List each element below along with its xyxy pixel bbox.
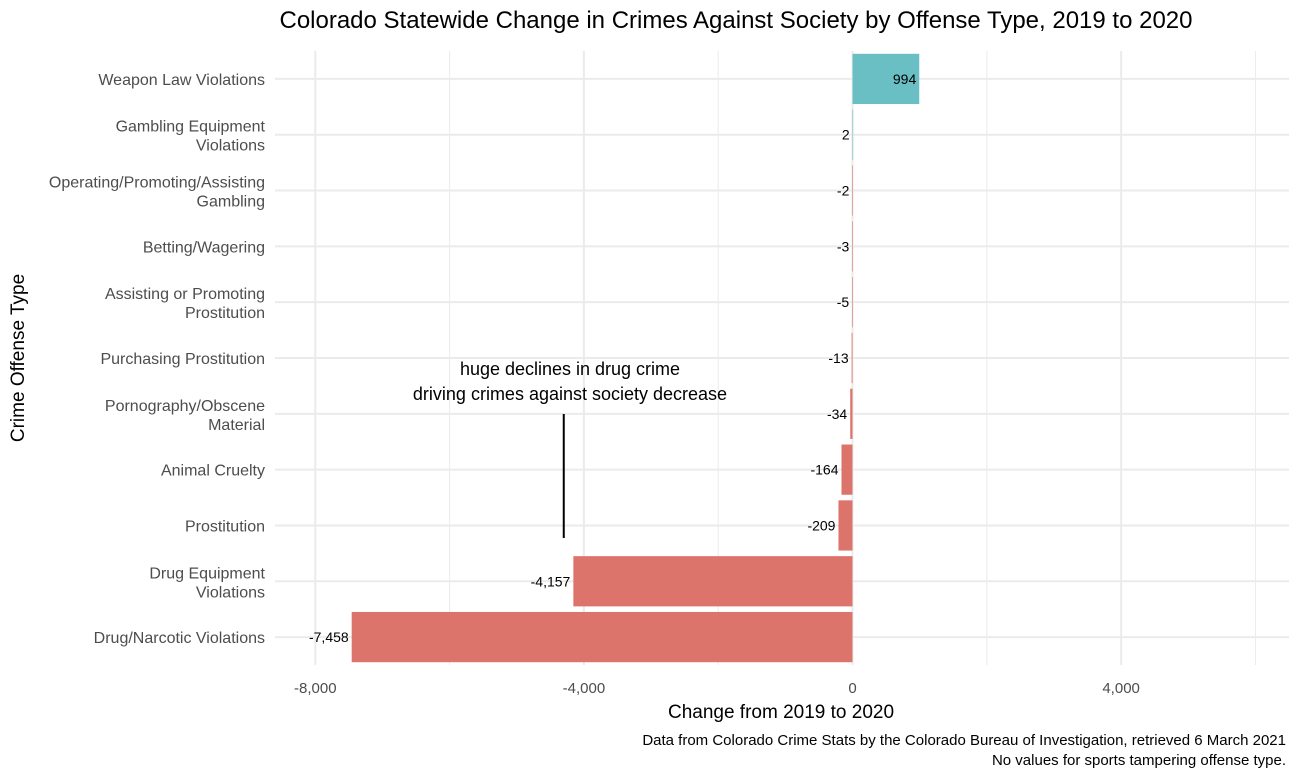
axis-layer: Weapon Law Violations Gambling Equipment V… [49, 72, 1140, 697]
bar [852, 53, 920, 105]
bar [838, 500, 853, 551]
y-tick-label: Operating/Promoting/Assisting Gambling [49, 175, 265, 211]
y-tick-label: Drug/Narcotic Violations [94, 630, 265, 647]
bar [852, 221, 853, 272]
bar [351, 611, 853, 663]
y-tick-label: Weapon Law Violations [98, 72, 265, 89]
bar-value-label: 2 [842, 127, 850, 143]
bar-value-label: -209 [807, 517, 835, 533]
bar [852, 109, 854, 160]
annotation-text: huge declines in drug crime driving crime… [413, 359, 727, 404]
bar-value-label: -4,157 [531, 573, 571, 589]
x-tick-label: 4,000 [1102, 680, 1140, 697]
bar-value-label: -5 [837, 294, 850, 310]
bar-value-label: -34 [827, 406, 847, 422]
chart-title: Colorado Statewide Change in Crimes Agai… [279, 7, 1192, 34]
bar-value-label: 994 [893, 71, 917, 87]
label-layer: 994 2 -2 -3 -5 -13 -34 -164 -209 -4,157 -7,458 huge… [309, 71, 916, 645]
bar-value-label: -13 [828, 350, 848, 366]
caption-line-2: No values for sports tampering offense t… [992, 752, 1286, 769]
caption-line-1: Data from Colorado Crime Stats by the Co… [642, 732, 1286, 749]
bar-value-label: -3 [837, 238, 850, 254]
bar [573, 556, 853, 607]
bar-value-label: -164 [810, 462, 838, 478]
y-tick-label: Prostitution [185, 518, 265, 535]
y-axis-title: Crime Offense Type [8, 274, 29, 442]
bar [850, 388, 853, 439]
y-tick-label: Gambling Equipment Violations [116, 119, 266, 155]
y-tick-label: Assisting or Promoting Prostitution [105, 286, 265, 322]
x-tick-label: 0 [848, 680, 856, 697]
bar [852, 165, 853, 216]
y-tick-label: Pornography/Obscene Material [105, 398, 265, 434]
y-tick-label: Drug Equipment Violations [149, 565, 265, 601]
bar-value-label: -7,458 [309, 629, 349, 645]
x-tick-label: -4,000 [563, 680, 606, 697]
y-tick-label: Purchasing Prostitution [100, 351, 265, 368]
x-axis-title: Change from 2019 to 2020 [668, 702, 894, 723]
bar [851, 332, 853, 384]
bar [852, 277, 853, 328]
x-tick-label: -8,000 [294, 680, 337, 697]
bar-value-label: -2 [837, 183, 850, 199]
bar [841, 444, 853, 495]
bar-layer [351, 53, 920, 663]
y-tick-label: Animal Cruelty [161, 463, 265, 480]
y-tick-label: Betting/Wagering [143, 239, 265, 256]
